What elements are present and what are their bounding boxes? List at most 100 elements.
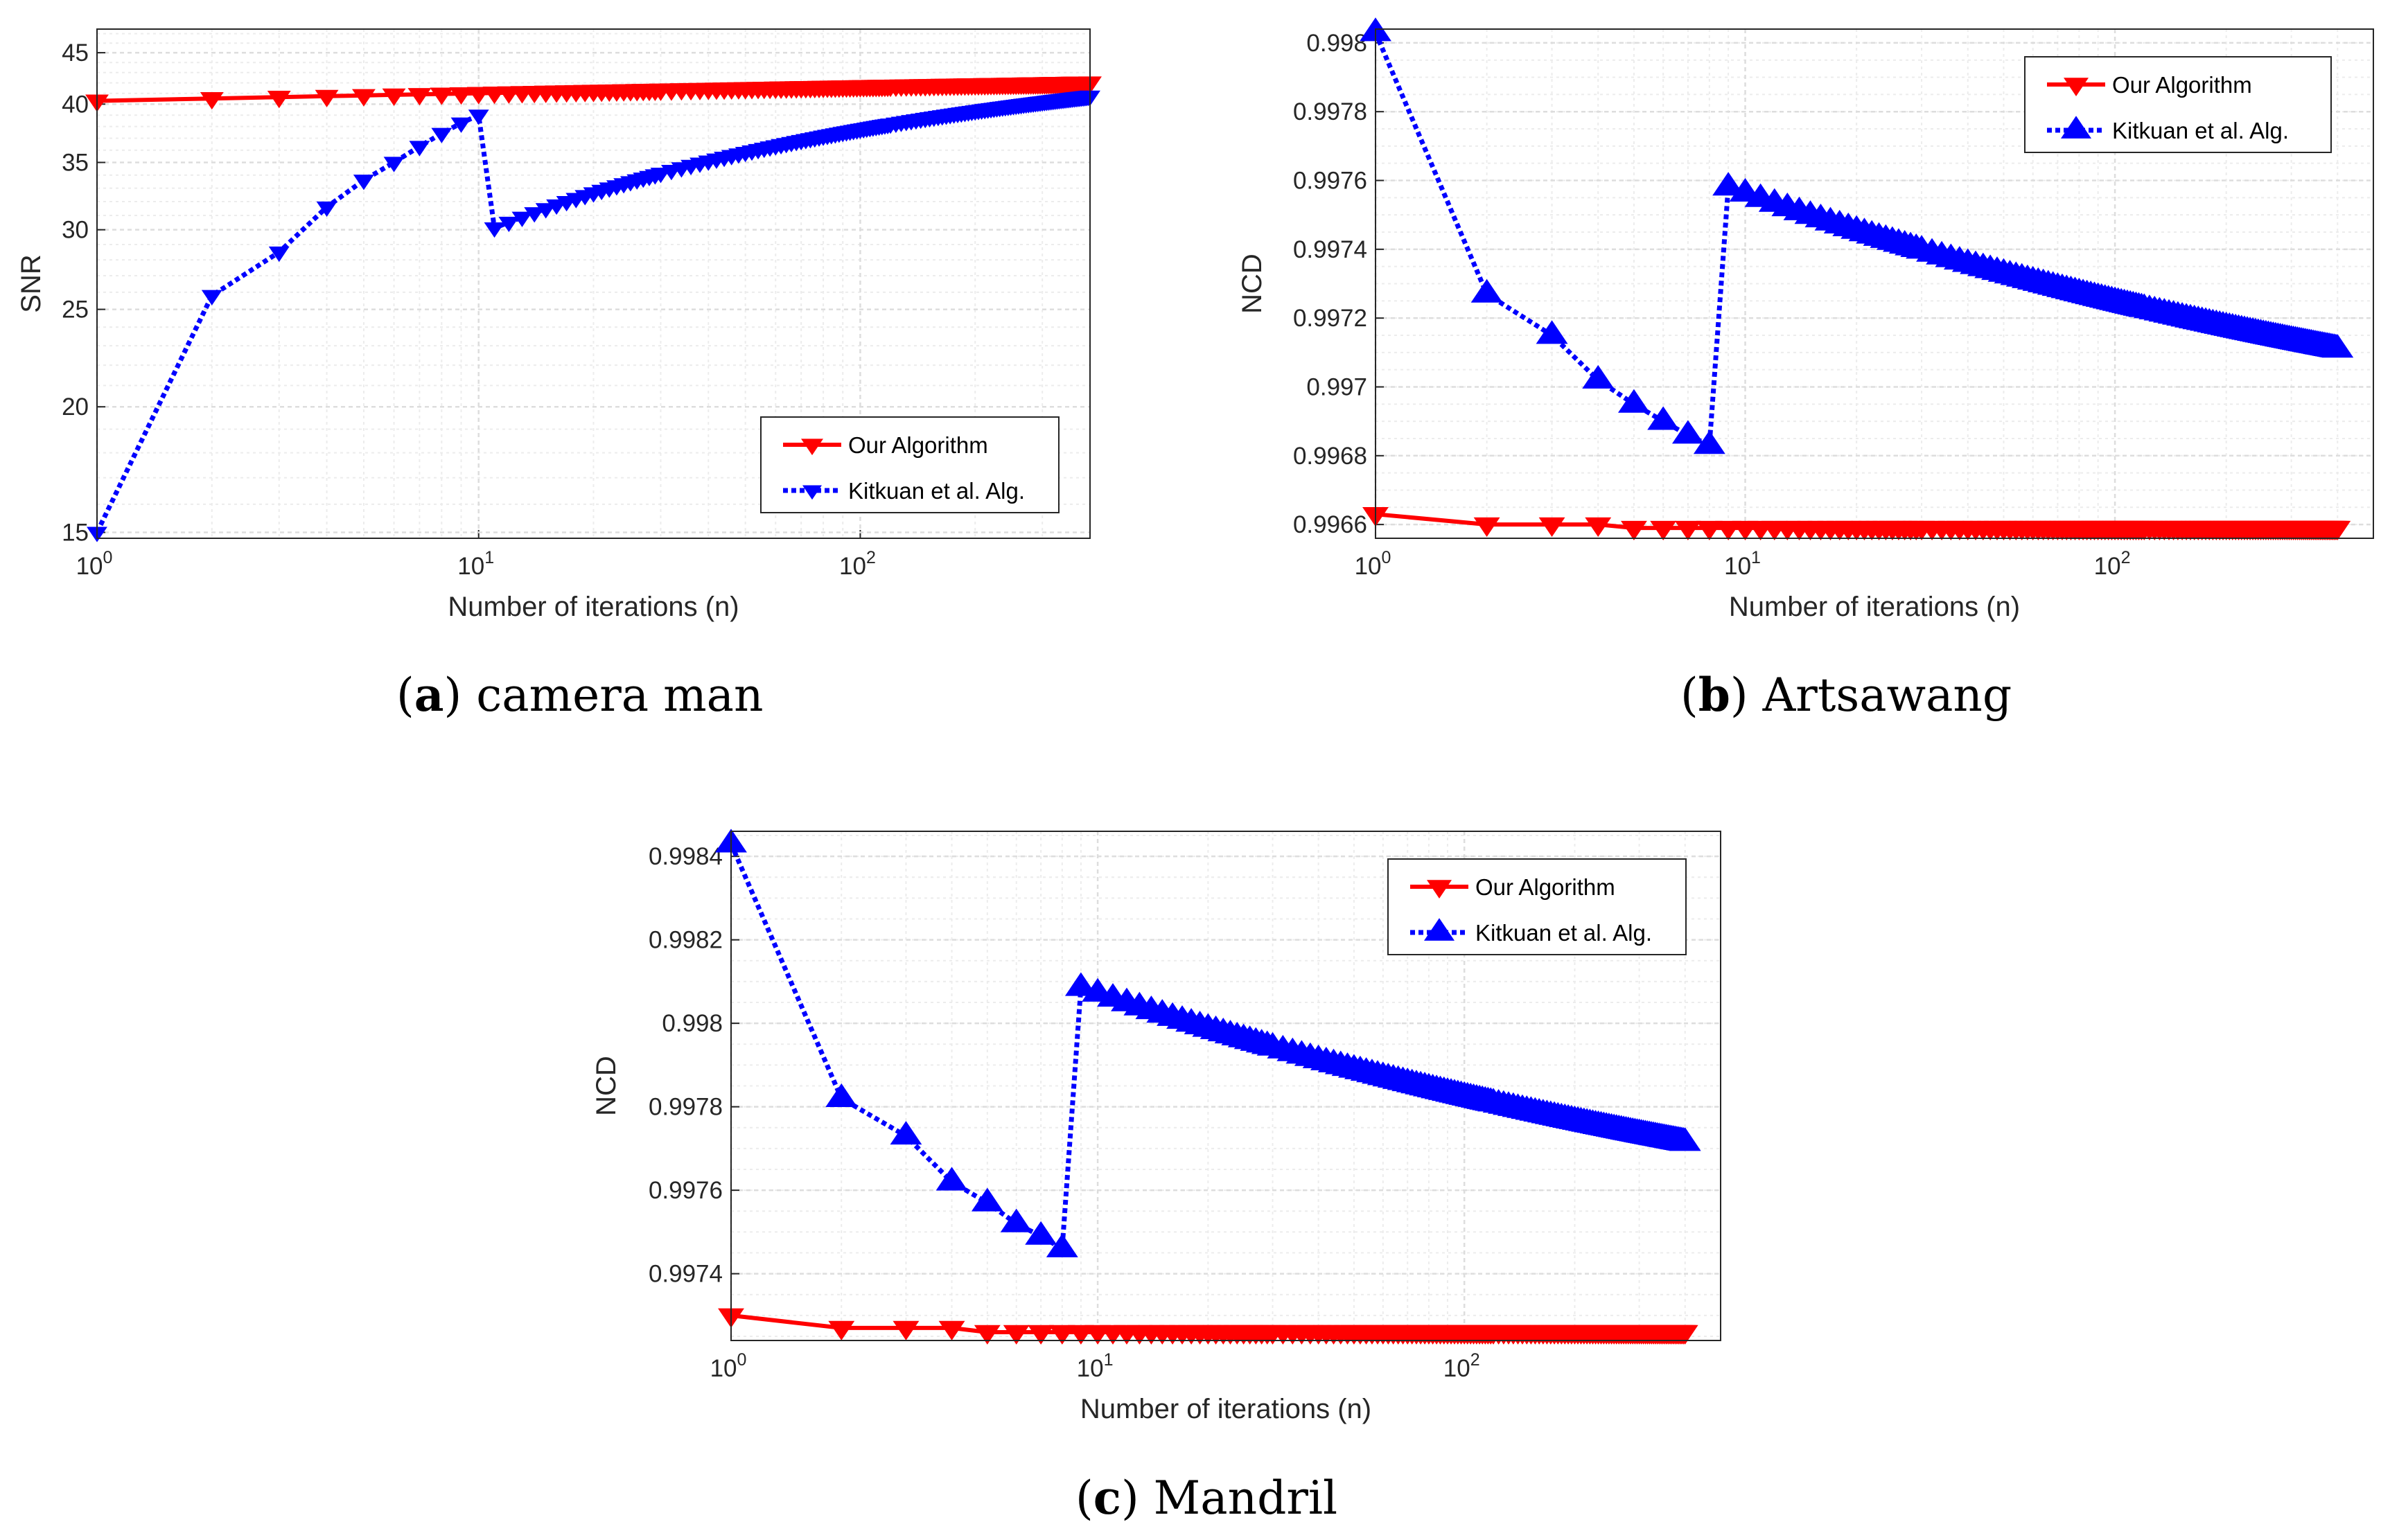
data-point <box>1000 1208 1033 1232</box>
y-tick-label: 0.9978 <box>1293 98 1367 125</box>
data-point <box>828 1320 855 1340</box>
y-tick-label: 0.9976 <box>1293 168 1367 195</box>
x-tick-exponent: 0 <box>1382 548 1391 567</box>
data-point <box>351 89 376 107</box>
y-tick-label: 0.9974 <box>1293 236 1367 263</box>
data-point <box>1671 420 1704 444</box>
data-point <box>535 203 556 219</box>
y-tick-label: 20 <box>62 393 89 421</box>
y-tick-label: 0.9982 <box>649 927 723 954</box>
y-tick-label: 0.997 <box>1306 373 1367 400</box>
data-point <box>1582 364 1615 389</box>
data-point <box>407 88 432 106</box>
data-point <box>450 117 472 133</box>
data-point <box>935 1167 968 1191</box>
y-tick-label: 45 <box>62 39 89 67</box>
data-point <box>1647 406 1680 430</box>
data-point <box>1473 517 1500 538</box>
data-point <box>353 175 374 191</box>
chart-c: 100 101 1020.99740.99760.99780.9980.99820.… <box>591 829 1721 1424</box>
data-point <box>430 87 454 105</box>
y-tick-label: 0.9966 <box>1293 511 1367 538</box>
x-tick-label: 102 <box>1443 1350 1480 1382</box>
data-point <box>449 87 473 105</box>
data-point <box>316 201 337 218</box>
data-point <box>1003 1325 1030 1345</box>
x-tick-base: 10 <box>457 553 484 580</box>
data-point <box>938 1320 965 1340</box>
caption-b-letter: b <box>1698 668 1730 722</box>
x-tick-exponent: 0 <box>103 548 113 567</box>
data-point <box>1617 389 1650 413</box>
data-point <box>468 109 489 125</box>
y-tick-label: 0.9968 <box>1293 443 1367 470</box>
data-point <box>268 246 290 263</box>
data-point <box>1671 1325 1698 1345</box>
x-tick-exponent: 2 <box>1470 1350 1480 1370</box>
legend-label-1: Kitkuan et al. Alg. <box>1475 920 1652 946</box>
axes-box <box>96 28 1091 539</box>
data-point <box>1067 1325 1094 1345</box>
data-point <box>971 1187 1003 1212</box>
x-tick-exponent: 2 <box>2121 548 2131 567</box>
caption-b-text: Artsawang <box>1762 669 2012 722</box>
x-tick-label: 101 <box>457 548 494 580</box>
data-point <box>1028 1325 1055 1345</box>
caption-b: (b) Artsawang <box>1680 668 2012 722</box>
data-point <box>893 1320 920 1340</box>
y-tick-label: 15 <box>62 520 89 547</box>
legend-marker-1 <box>802 485 822 500</box>
caption-a: (a) camera man <box>396 668 764 722</box>
data-point <box>267 91 291 109</box>
y-tick-label: 40 <box>62 91 89 118</box>
y-tick-label: 0.9984 <box>649 843 723 870</box>
data-point <box>1620 520 1647 541</box>
x-tick-label: 100 <box>76 548 113 580</box>
x-tick-exponent: 1 <box>484 548 494 567</box>
caption-a-letter: a <box>414 668 444 722</box>
caption-c-letter: c <box>1093 1471 1121 1525</box>
y-tick-label: 35 <box>62 149 89 176</box>
axes-box <box>730 831 1721 1341</box>
caption-c: (c) Mandril <box>1075 1471 1338 1525</box>
x-tick-exponent: 1 <box>1751 548 1761 567</box>
data-point <box>1538 517 1565 538</box>
legend-marker-0 <box>2064 78 2089 97</box>
data-point <box>382 88 406 106</box>
legend-label-0: Our Algorithm <box>848 432 988 458</box>
y-axis-label: NCD <box>1237 254 1267 314</box>
x-tick-exponent: 2 <box>866 548 876 567</box>
data-point <box>1693 430 1725 454</box>
x-tick-base: 10 <box>1355 553 1382 580</box>
legend-marker-0 <box>801 439 823 456</box>
data-point <box>890 1121 922 1145</box>
data-point <box>482 87 507 105</box>
x-axis-label: Number of iterations (n) <box>1080 1394 1371 1424</box>
data-point <box>498 216 520 233</box>
x-tick-label: 100 <box>1355 548 1391 580</box>
y-axis-label: NCD <box>591 1056 622 1116</box>
x-tick-base: 10 <box>839 553 866 580</box>
data-point <box>524 207 545 223</box>
legend: Our Algorithm Kitkuan et al. Alg. <box>1387 858 1687 955</box>
data-point <box>315 89 339 107</box>
data-point <box>1585 517 1612 538</box>
data-point <box>1669 1127 1701 1151</box>
legend-marker-1 <box>1424 918 1455 941</box>
y-tick-label: 0.998 <box>1306 30 1367 57</box>
data-point <box>1674 520 1701 541</box>
data-point <box>1650 520 1677 541</box>
data-point <box>1046 1233 1078 1257</box>
legend-box <box>1387 858 1687 955</box>
legend-label-1: Kitkuan et al. Alg. <box>2112 118 2289 143</box>
y-axis-label: SNR <box>16 254 46 312</box>
legend: Our Algorithm Kitkuan et al. Alg. <box>2024 56 2332 153</box>
data-point <box>825 1083 858 1107</box>
y-tick-label: 0.9974 <box>649 1261 723 1288</box>
x-tick-exponent: 1 <box>1104 1350 1114 1370</box>
x-tick-base: 10 <box>2094 553 2121 580</box>
legend-label-0: Our Algorithm <box>1475 874 1615 900</box>
x-tick-label: 101 <box>1724 548 1761 580</box>
axes-box <box>1375 28 2374 539</box>
x-tick-base: 10 <box>1724 553 1751 580</box>
